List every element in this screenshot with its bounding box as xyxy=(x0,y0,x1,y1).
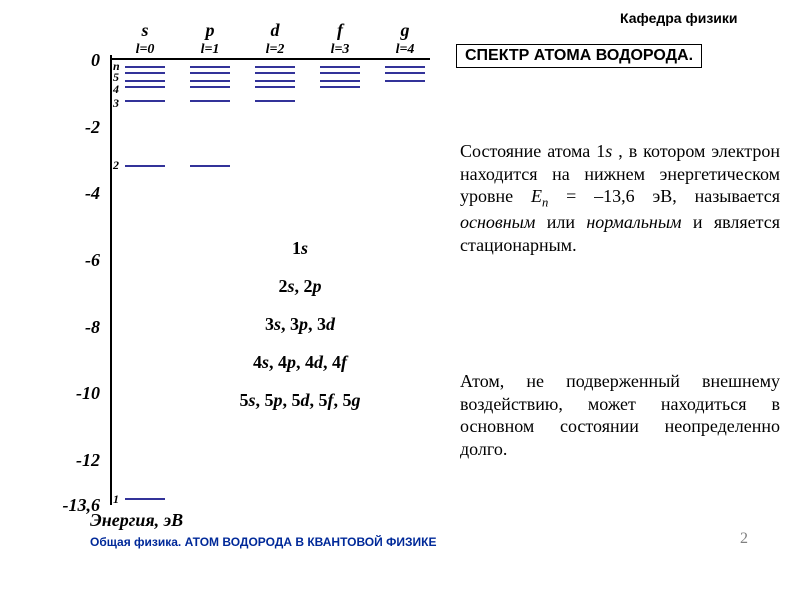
energy-level xyxy=(125,165,165,167)
y-axis-label: Энергия, эВ xyxy=(90,510,183,531)
energy-level xyxy=(190,100,230,102)
energy-level xyxy=(255,72,295,74)
energy-level xyxy=(320,80,360,82)
y-tick: -10 xyxy=(40,383,100,404)
config-line: 1s xyxy=(180,238,420,259)
slide: Кафедра физики СПЕКТР АТОМА ВОДОРОДА. 0 -… xyxy=(0,0,800,600)
column-letter: p xyxy=(200,20,220,41)
column-quantum: l=4 xyxy=(385,42,425,58)
energy-level xyxy=(255,66,295,68)
energy-level xyxy=(125,80,165,82)
column-quantum: l=0 xyxy=(125,42,165,58)
config-line: 5s, 5p, 5d, 5f, 5g xyxy=(180,390,420,411)
y-tick: -6 xyxy=(40,250,100,271)
y-tick: -8 xyxy=(40,317,100,338)
column-letter: f xyxy=(330,20,350,41)
paragraph-2: Атом, не подверженный внешнему воздейств… xyxy=(460,370,780,460)
energy-level xyxy=(125,498,165,500)
slide-title: СПЕКТР АТОМА ВОДОРОДА. xyxy=(456,44,702,68)
energy-level xyxy=(385,66,425,68)
column-letter: g xyxy=(395,20,415,41)
config-line: 4s, 4p, 4d, 4f xyxy=(180,352,420,373)
energy-level xyxy=(320,72,360,74)
column-quantum: l=1 xyxy=(190,42,230,58)
y-tick: -12 xyxy=(40,450,100,471)
energy-level xyxy=(190,80,230,82)
energy-level xyxy=(125,72,165,74)
y-axis xyxy=(110,55,112,505)
energy-level xyxy=(190,86,230,88)
n-label: 2 xyxy=(113,158,119,173)
page-number: 2 xyxy=(740,530,748,548)
energy-level xyxy=(125,66,165,68)
config-line: 2s, 2p xyxy=(180,276,420,297)
department-label: Кафедра физики xyxy=(620,10,738,26)
energy-level xyxy=(255,80,295,82)
footer-text: Общая физика. АТОМ ВОДОРОДА В КВАНТОВОЙ … xyxy=(90,535,436,549)
energy-level xyxy=(255,100,295,102)
energy-level xyxy=(190,165,230,167)
column-quantum: l=2 xyxy=(255,42,295,58)
config-line: 3s, 3p, 3d xyxy=(180,314,420,335)
n-header: n xyxy=(113,59,120,74)
energy-level xyxy=(125,86,165,88)
n-label: 4 xyxy=(113,82,119,97)
energy-level xyxy=(255,86,295,88)
energy-level xyxy=(320,86,360,88)
y-tick: -2 xyxy=(40,117,100,138)
energy-level xyxy=(385,80,425,82)
y-tick: -4 xyxy=(40,183,100,204)
column-letter: s xyxy=(135,20,155,41)
n-label: 3 xyxy=(113,96,119,111)
energy-level xyxy=(385,72,425,74)
column-letter: d xyxy=(265,20,285,41)
energy-level xyxy=(190,66,230,68)
y-tick: 0 xyxy=(40,50,100,71)
energy-level xyxy=(190,72,230,74)
energy-level xyxy=(320,66,360,68)
paragraph-1: Состояние атома 1s , в котором электрон … xyxy=(460,140,780,256)
n-label: 1 xyxy=(113,492,119,507)
energy-level xyxy=(125,100,165,102)
column-quantum: l=3 xyxy=(320,42,360,58)
x-axis-top xyxy=(110,58,430,60)
